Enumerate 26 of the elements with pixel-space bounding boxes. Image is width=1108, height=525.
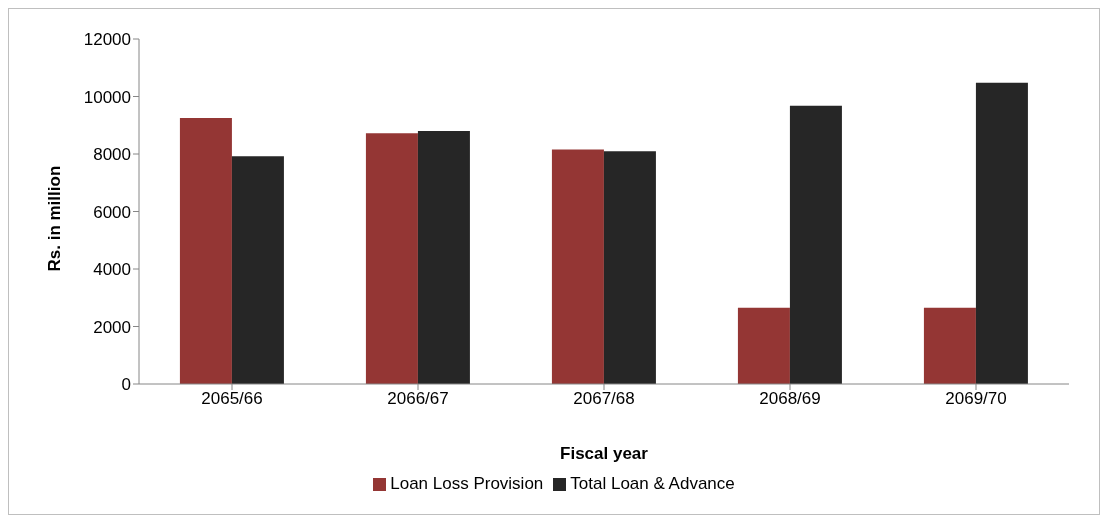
bar [231, 156, 284, 384]
bar [737, 307, 790, 384]
y-axis-title: Rs. in million [45, 165, 65, 272]
y-tick-label: 4000 [93, 260, 131, 280]
bar [923, 307, 976, 384]
y-tick-label: 2000 [93, 317, 131, 337]
bar [975, 82, 1028, 384]
bar [417, 131, 470, 384]
y-tick-label: 12000 [83, 30, 131, 50]
x-tick-label: 2068/69 [759, 389, 821, 409]
y-tick-label: 8000 [93, 145, 131, 165]
legend-label: Total Loan & Advance [570, 474, 735, 493]
bar [365, 133, 418, 384]
x-axis-title: Fiscal year [560, 444, 649, 463]
y-tick-label: 10000 [83, 87, 131, 107]
y-tick-label: 0 [121, 375, 131, 395]
bar [551, 149, 604, 384]
legend-label: Loan Loss Provision [390, 474, 544, 493]
x-tick-label: 2065/66 [201, 389, 263, 409]
bar [179, 118, 232, 384]
x-tick-label: 2066/67 [387, 389, 449, 409]
y-tick-label: 6000 [93, 202, 131, 222]
bar [789, 105, 842, 384]
bar [603, 151, 656, 384]
x-tick-label: 2069/70 [945, 389, 1007, 409]
x-tick-label: 2067/68 [573, 389, 635, 409]
